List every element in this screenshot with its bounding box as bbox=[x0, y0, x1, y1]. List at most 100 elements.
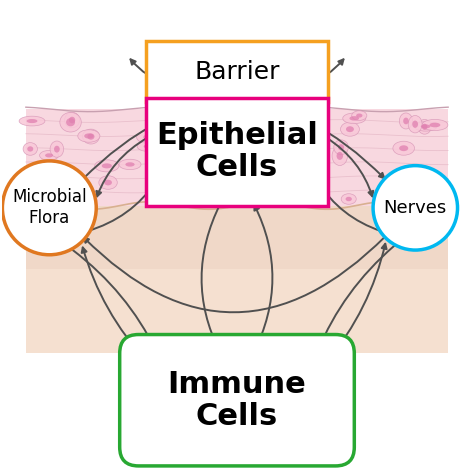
Ellipse shape bbox=[178, 141, 200, 157]
Ellipse shape bbox=[237, 174, 244, 178]
Ellipse shape bbox=[199, 161, 207, 167]
Ellipse shape bbox=[181, 112, 188, 118]
Ellipse shape bbox=[412, 120, 418, 128]
Ellipse shape bbox=[104, 180, 112, 185]
Ellipse shape bbox=[282, 119, 308, 133]
Ellipse shape bbox=[349, 116, 359, 120]
Ellipse shape bbox=[264, 128, 271, 134]
Ellipse shape bbox=[66, 118, 75, 126]
Text: Nerves: Nerves bbox=[383, 199, 447, 217]
Ellipse shape bbox=[421, 181, 438, 197]
Ellipse shape bbox=[155, 173, 166, 178]
Text: Barrier: Barrier bbox=[194, 60, 280, 84]
Ellipse shape bbox=[146, 185, 170, 204]
Ellipse shape bbox=[187, 105, 203, 124]
Ellipse shape bbox=[291, 196, 298, 201]
Ellipse shape bbox=[427, 185, 434, 192]
Ellipse shape bbox=[64, 112, 80, 128]
Ellipse shape bbox=[352, 111, 367, 120]
Ellipse shape bbox=[390, 175, 409, 191]
Ellipse shape bbox=[429, 123, 440, 127]
Ellipse shape bbox=[408, 116, 422, 133]
Ellipse shape bbox=[340, 122, 359, 136]
Ellipse shape bbox=[306, 170, 325, 185]
Text: Epithelial
Cells: Epithelial Cells bbox=[156, 121, 318, 182]
Ellipse shape bbox=[143, 135, 153, 140]
Ellipse shape bbox=[225, 120, 232, 128]
Ellipse shape bbox=[69, 117, 75, 123]
Ellipse shape bbox=[278, 139, 292, 155]
Ellipse shape bbox=[237, 110, 264, 127]
Ellipse shape bbox=[418, 119, 431, 134]
Ellipse shape bbox=[119, 159, 141, 169]
Ellipse shape bbox=[102, 163, 112, 169]
Ellipse shape bbox=[27, 146, 33, 152]
Ellipse shape bbox=[153, 139, 161, 146]
Ellipse shape bbox=[23, 143, 37, 155]
Ellipse shape bbox=[144, 144, 153, 149]
Ellipse shape bbox=[399, 145, 408, 151]
Ellipse shape bbox=[177, 163, 204, 183]
Ellipse shape bbox=[193, 157, 213, 170]
Ellipse shape bbox=[147, 134, 166, 152]
Ellipse shape bbox=[282, 144, 288, 151]
Text: Microbial
Flora: Microbial Flora bbox=[12, 188, 87, 227]
Ellipse shape bbox=[245, 115, 256, 122]
Ellipse shape bbox=[393, 141, 415, 155]
Ellipse shape bbox=[137, 131, 160, 143]
FancyBboxPatch shape bbox=[26, 203, 448, 269]
Ellipse shape bbox=[87, 134, 94, 140]
Ellipse shape bbox=[312, 175, 319, 181]
Ellipse shape bbox=[54, 146, 60, 152]
Ellipse shape bbox=[95, 160, 119, 172]
Text: Immune
Cells: Immune Cells bbox=[168, 370, 306, 431]
Ellipse shape bbox=[27, 119, 37, 123]
Ellipse shape bbox=[422, 119, 448, 131]
Ellipse shape bbox=[184, 146, 193, 152]
Ellipse shape bbox=[192, 133, 202, 140]
Ellipse shape bbox=[202, 143, 212, 149]
Ellipse shape bbox=[78, 130, 100, 142]
Ellipse shape bbox=[155, 177, 164, 183]
Ellipse shape bbox=[403, 118, 409, 124]
Ellipse shape bbox=[285, 122, 306, 136]
Ellipse shape bbox=[304, 118, 313, 123]
Ellipse shape bbox=[232, 170, 248, 182]
Ellipse shape bbox=[185, 169, 196, 177]
Ellipse shape bbox=[173, 170, 179, 174]
Ellipse shape bbox=[163, 112, 172, 120]
Ellipse shape bbox=[125, 162, 135, 167]
Ellipse shape bbox=[290, 123, 301, 129]
Ellipse shape bbox=[99, 176, 117, 189]
Ellipse shape bbox=[237, 169, 247, 174]
Ellipse shape bbox=[247, 153, 271, 164]
Ellipse shape bbox=[219, 194, 226, 202]
Ellipse shape bbox=[45, 153, 53, 158]
Ellipse shape bbox=[261, 178, 284, 196]
Ellipse shape bbox=[337, 152, 343, 160]
FancyBboxPatch shape bbox=[146, 41, 328, 102]
Ellipse shape bbox=[186, 128, 208, 144]
Ellipse shape bbox=[230, 167, 254, 177]
Ellipse shape bbox=[153, 191, 163, 199]
Ellipse shape bbox=[192, 110, 198, 118]
Ellipse shape bbox=[334, 140, 348, 155]
Ellipse shape bbox=[137, 142, 160, 152]
Ellipse shape bbox=[19, 116, 45, 126]
Ellipse shape bbox=[421, 125, 430, 128]
Circle shape bbox=[373, 166, 457, 250]
Ellipse shape bbox=[346, 197, 352, 201]
Ellipse shape bbox=[260, 125, 275, 137]
Ellipse shape bbox=[343, 113, 366, 124]
Ellipse shape bbox=[338, 144, 344, 151]
Ellipse shape bbox=[254, 156, 264, 161]
Ellipse shape bbox=[156, 106, 178, 126]
Ellipse shape bbox=[82, 129, 100, 144]
Ellipse shape bbox=[195, 140, 219, 152]
Ellipse shape bbox=[400, 113, 412, 129]
Ellipse shape bbox=[414, 122, 437, 131]
Ellipse shape bbox=[175, 109, 193, 121]
Ellipse shape bbox=[341, 194, 356, 204]
Ellipse shape bbox=[150, 172, 170, 187]
Ellipse shape bbox=[298, 114, 319, 127]
